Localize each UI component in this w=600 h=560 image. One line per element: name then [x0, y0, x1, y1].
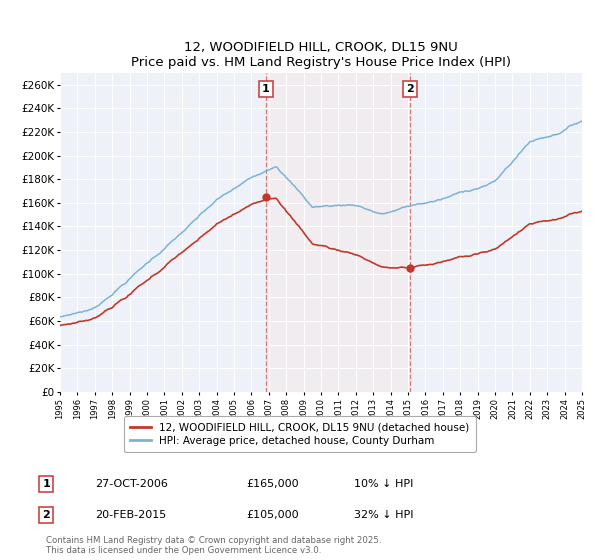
- Text: 1: 1: [43, 479, 50, 489]
- Text: £105,000: £105,000: [246, 510, 299, 520]
- Text: 32% ↓ HPI: 32% ↓ HPI: [354, 510, 413, 520]
- Legend: 12, WOODIFIELD HILL, CROOK, DL15 9NU (detached house), HPI: Average price, detac: 12, WOODIFIELD HILL, CROOK, DL15 9NU (de…: [124, 416, 476, 452]
- Text: 1: 1: [262, 85, 269, 94]
- Text: Contains HM Land Registry data © Crown copyright and database right 2025.
This d: Contains HM Land Registry data © Crown c…: [46, 536, 382, 556]
- Text: 10% ↓ HPI: 10% ↓ HPI: [354, 479, 413, 489]
- Title: 12, WOODIFIELD HILL, CROOK, DL15 9NU
Price paid vs. HM Land Registry's House Pri: 12, WOODIFIELD HILL, CROOK, DL15 9NU Pri…: [131, 41, 511, 69]
- Text: 2: 2: [43, 510, 50, 520]
- Text: 2: 2: [406, 85, 414, 94]
- Text: 20-FEB-2015: 20-FEB-2015: [95, 510, 166, 520]
- Text: 27-OCT-2006: 27-OCT-2006: [95, 479, 167, 489]
- Bar: [266, 73, 410, 392]
- Text: £165,000: £165,000: [246, 479, 299, 489]
